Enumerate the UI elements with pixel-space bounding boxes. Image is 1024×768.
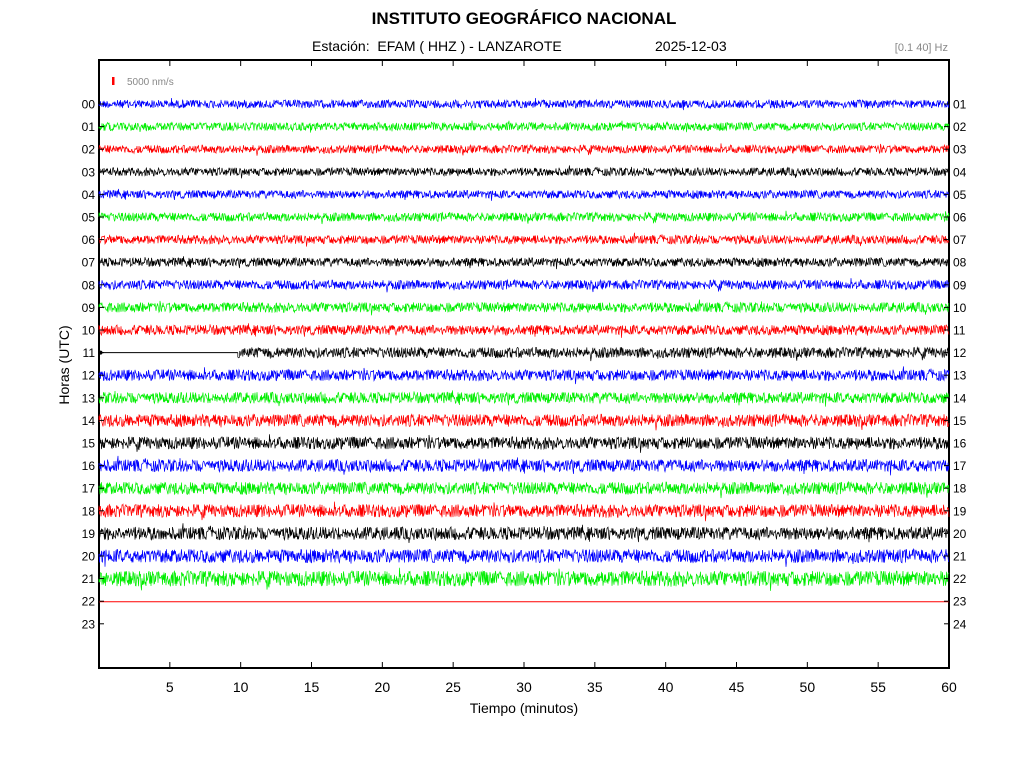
hour-label-right: 10 [953, 301, 967, 315]
x-tick-label: 40 [658, 679, 674, 695]
chart-title: INSTITUTO GEOGRÁFICO NACIONAL [371, 9, 677, 28]
trace-hour-18 [98, 501, 950, 522]
hour-label-right: 12 [953, 346, 967, 360]
x-tick-label: 10 [233, 679, 249, 695]
hour-label-left: 20 [82, 550, 96, 564]
trace-hour-21 [98, 567, 950, 591]
date-label: 2025-12-03 [655, 38, 727, 54]
trace-hour-13 [98, 390, 950, 407]
trace-hour-10 [98, 323, 950, 338]
hour-label-left: 01 [82, 120, 96, 134]
filter-label: [0.1 40] Hz [894, 42, 948, 54]
x-tick-label: 45 [729, 679, 745, 695]
trace-hour-11 [237, 346, 950, 362]
x-tick-label: 35 [587, 679, 603, 695]
trace-hour-16 [98, 455, 950, 476]
x-tick-label: 20 [375, 679, 391, 695]
hour-label-left: 04 [82, 188, 96, 202]
hour-label-right: 08 [953, 256, 967, 270]
hour-label-right: 02 [953, 120, 967, 134]
trace-hour-03 [98, 165, 950, 179]
hour-label-right: 20 [953, 527, 967, 541]
hour-label-left: 11 [83, 346, 96, 360]
trace-hour-07 [98, 256, 950, 270]
hour-label-right: 07 [953, 233, 967, 247]
station-label: Estación: EFAM ( HHZ ) - LANZAROTE [312, 38, 562, 54]
hour-label-left: 10 [82, 324, 96, 338]
trace-hour-19 [98, 523, 950, 544]
hour-label-left: 19 [82, 527, 96, 541]
hour-label-left: 13 [82, 391, 96, 405]
hour-label-left: 03 [82, 165, 96, 179]
hour-label-right: 03 [953, 143, 967, 157]
x-tick-label: 60 [941, 679, 957, 695]
hour-label-left: 07 [82, 256, 96, 270]
trace-hour-08 [98, 278, 950, 293]
hour-label-left: 21 [82, 572, 96, 586]
trace-hour-06 [98, 232, 950, 247]
trace-group [98, 97, 950, 603]
hour-label-right: 18 [953, 482, 967, 496]
hour-label-right: 21 [953, 550, 967, 564]
hour-label-right: 01 [953, 98, 967, 112]
hour-label-left: 18 [82, 504, 96, 518]
trace-hour-05 [98, 210, 950, 225]
hour-label-left: 06 [82, 233, 96, 247]
hour-label-left: 08 [82, 278, 96, 292]
x-axis-label: Tiempo (minutos) [469, 700, 579, 716]
x-tick-label: 15 [304, 679, 320, 695]
hour-label-left: 02 [82, 143, 96, 157]
hour-label-left: 09 [82, 301, 96, 315]
trace-hour-02 [98, 143, 950, 156]
hour-label-left: 12 [82, 369, 96, 383]
hour-label-left: 15 [82, 437, 96, 451]
trace-hour-01 [98, 120, 950, 133]
trace-hour-04 [98, 188, 950, 201]
hour-label-left: 05 [82, 211, 96, 225]
hour-label-left: 16 [82, 459, 96, 473]
hour-label-right: 11 [953, 324, 966, 338]
axis-group: 5 10 15 20 25 30 35 40 45 50 55 60 00 01 02 03 04 05 06 07 0… [82, 60, 967, 695]
y-axis-label: Horas (UTC) [56, 325, 72, 405]
hour-label-right: 04 [953, 165, 967, 179]
x-tick-label: 50 [800, 679, 816, 695]
trace-hour-12 [98, 366, 950, 385]
trace-hour-09 [98, 299, 950, 316]
hour-label-right: 23 [953, 595, 967, 609]
hour-label-right: 14 [953, 391, 967, 405]
hour-label-left: 14 [82, 414, 96, 428]
hour-label-right: 13 [953, 369, 967, 383]
scale-label: 5000 nm/s [127, 77, 174, 88]
hour-label-left: 17 [82, 482, 96, 496]
x-tick-label: 25 [445, 679, 461, 695]
trace-hour-00 [98, 97, 950, 111]
hour-label-right: 06 [953, 211, 967, 225]
hour-label-left: 23 [82, 617, 96, 631]
trace-hour-14 [98, 413, 950, 431]
hour-label-right: 24 [953, 617, 967, 631]
trace-hour-17 [98, 480, 950, 499]
x-tick-label: 30 [516, 679, 532, 695]
hour-label-right: 15 [953, 414, 967, 428]
trace-hour-20 [98, 548, 950, 567]
hour-label-right: 17 [953, 459, 967, 473]
hour-label-right: 16 [953, 437, 967, 451]
hour-label-right: 19 [953, 504, 967, 518]
hour-label-left: 22 [82, 595, 96, 609]
trace-hour-15 [98, 434, 950, 453]
x-tick-label: 55 [870, 679, 886, 695]
hour-label-right: 05 [953, 188, 967, 202]
x-tick-label: 5 [166, 679, 174, 695]
hour-label-left: 00 [82, 98, 96, 112]
scale-bar [112, 77, 115, 85]
hour-label-right: 22 [953, 572, 967, 586]
hour-label-right: 09 [953, 278, 967, 292]
